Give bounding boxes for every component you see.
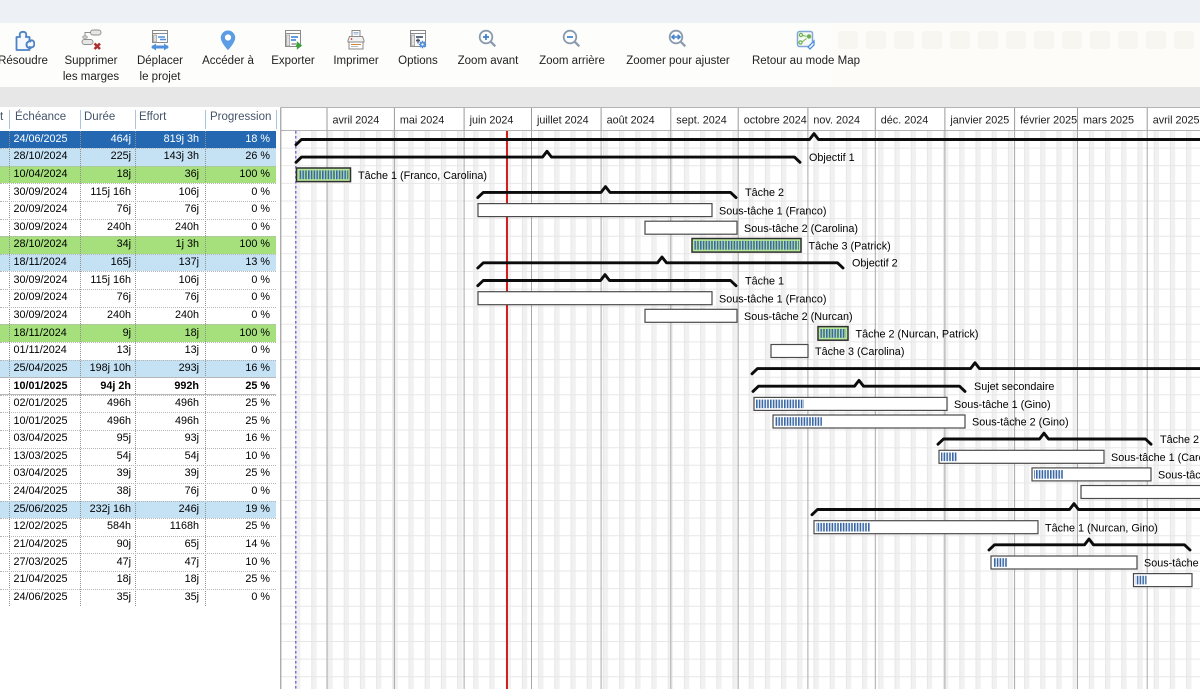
svg-text:Sous-tâche 2 (Nurcan): Sous-tâche 2 (Nurcan) — [1158, 470, 1200, 482]
svg-text:Tâche 2: Tâche 2 — [1160, 434, 1199, 446]
svg-text:nov. 2024: nov. 2024 — [813, 115, 860, 127]
svg-text:Sous-tâche 2 (Gino): Sous-tâche 2 (Gino) — [972, 417, 1069, 429]
svg-text:Sous-tâche 1 (Gino): Sous-tâche 1 (Gino) — [954, 399, 1051, 411]
svg-text:Sous-tâche 1 (Carolina): Sous-tâche 1 (Carolina) — [1111, 452, 1200, 464]
svg-text:Sous-tâche 2 (Carolina): Sous-tâche 2 (Carolina) — [744, 223, 858, 235]
svg-text:Tâche 1 (Nurcan, Gino): Tâche 1 (Nurcan, Gino) — [1045, 522, 1158, 534]
svg-text:mars 2025: mars 2025 — [1083, 115, 1134, 127]
svg-text:août 2024: août 2024 — [607, 115, 655, 127]
svg-text:Tâche 3 (Patrick): Tâche 3 (Patrick) — [809, 241, 891, 253]
svg-text:Objectif 1: Objectif 1 — [809, 152, 855, 164]
svg-text:déc. 2024: déc. 2024 — [881, 115, 928, 127]
svg-text:Tâche 1: Tâche 1 — [745, 275, 784, 287]
svg-text:Tâche 1 (Franco, Carolina): Tâche 1 (Franco, Carolina) — [358, 170, 487, 182]
svg-text:avril 2024: avril 2024 — [333, 115, 380, 127]
svg-text:Sujet secondaire: Sujet secondaire — [974, 381, 1054, 393]
svg-text:Tâche 2: Tâche 2 — [745, 187, 784, 199]
svg-text:sept. 2024: sept. 2024 — [676, 115, 726, 127]
svg-text:mai 2024: mai 2024 — [400, 115, 444, 127]
svg-text:juin 2024: juin 2024 — [469, 115, 514, 127]
svg-text:Sous-tâche 1 (Franco): Sous-tâche 1 (Franco) — [719, 205, 826, 217]
svg-text:Tâche 3 (Carolina): Tâche 3 (Carolina) — [815, 346, 904, 358]
svg-text:janvier 2025: janvier 2025 — [949, 115, 1009, 127]
svg-text:Tâche 2 (Nurcan, Patrick): Tâche 2 (Nurcan, Patrick) — [856, 329, 979, 341]
svg-text:Sous-tâche 2 (Nurcan): Sous-tâche 2 (Nurcan) — [744, 311, 853, 323]
svg-text:Sous-tâche 1 (Franco): Sous-tâche 1 (Franco) — [719, 293, 826, 305]
svg-text:Sous-tâche 1 (Gino): Sous-tâche 1 (Gino) — [1144, 558, 1200, 570]
svg-text:Objectif 2: Objectif 2 — [852, 258, 898, 270]
svg-text:février 2025: février 2025 — [1020, 115, 1077, 127]
svg-text:avril 2025: avril 2025 — [1153, 115, 1200, 127]
svg-text:juillet 2024: juillet 2024 — [536, 115, 589, 127]
svg-text:octobre 2024: octobre 2024 — [744, 115, 807, 127]
